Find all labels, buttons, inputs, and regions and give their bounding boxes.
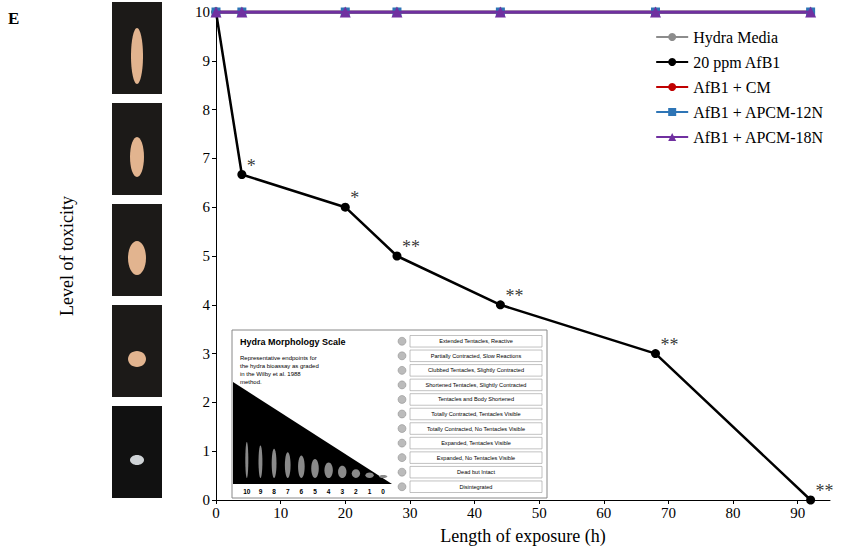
svg-text:4: 4 [203,297,211,313]
svg-text:Hydra Media: Hydra Media [693,29,778,47]
svg-text:AfB1 + CM: AfB1 + CM [693,79,770,96]
svg-text:7: 7 [286,488,290,495]
svg-text:Hydra Morphology Scale: Hydra Morphology Scale [240,337,346,347]
svg-text:9: 9 [259,488,263,495]
svg-text:**: ** [816,481,834,501]
svg-text:10: 10 [243,488,251,495]
svg-text:6: 6 [300,488,304,495]
svg-text:2: 2 [203,394,211,410]
svg-text:in the Wilby et al. 1988: in the Wilby et al. 1988 [240,371,301,377]
svg-text:Representative endpoints for: Representative endpoints for [240,355,317,361]
svg-text:AfB1 + APCM-12N: AfB1 + APCM-12N [693,104,823,121]
svg-text:Dead but Intact: Dead but Intact [457,469,495,475]
svg-text:9: 9 [203,53,211,69]
svg-text:Disintegrated: Disintegrated [460,484,493,490]
svg-text:the hydra bioassay as graded: the hydra bioassay as graded [240,363,319,369]
svg-text:8: 8 [272,488,276,495]
svg-text:**: ** [402,237,420,257]
svg-text:Partially Contracted, Slow Rea: Partially Contracted, Slow Reactions [431,353,522,359]
svg-text:Shortened Tentacles, Slightly: Shortened Tentacles, Slightly Contracted [426,382,527,388]
svg-text:0: 0 [381,488,385,495]
svg-text:40: 40 [467,505,482,521]
svg-text:7: 7 [203,150,211,166]
svg-text:Expanded, Tentacles Visible: Expanded, Tentacles Visible [441,440,511,446]
svg-text:30: 30 [402,505,417,521]
svg-text:Length of exposure (h): Length of exposure (h) [440,526,605,547]
svg-text:1: 1 [368,488,372,495]
svg-text:3: 3 [340,488,344,495]
svg-text:Level of toxicity: Level of toxicity [57,196,77,316]
svg-text:80: 80 [726,505,741,521]
svg-text:Expanded, No Tentacles Visible: Expanded, No Tentacles Visible [437,455,515,461]
svg-text:method.: method. [240,379,262,385]
svg-text:5: 5 [203,248,211,264]
svg-text:*: * [247,156,256,176]
svg-text:Totally Contracted, No Tentacl: Totally Contracted, No Tentacles Visible [427,426,525,432]
svg-text:0: 0 [203,492,211,508]
svg-text:5: 5 [313,488,317,495]
svg-text:**: ** [505,286,523,306]
svg-text:10: 10 [195,4,210,20]
svg-text:E: E [8,9,19,28]
svg-text:10: 10 [273,505,288,521]
svg-text:6: 6 [203,199,211,215]
svg-text:Totally Contracted, Tentacles: Totally Contracted, Tentacles Visible [431,411,520,417]
svg-text:Clubbed Tentacles, Slightly Co: Clubbed Tentacles, Slightly Contracted [428,367,524,373]
svg-text:60: 60 [596,505,611,521]
svg-text:90: 90 [790,505,805,521]
svg-text:1: 1 [203,443,211,459]
svg-text:*: * [350,188,359,208]
svg-text:3: 3 [203,346,211,362]
svg-text:Tentacles and Body Shortened: Tentacles and Body Shortened [438,396,514,402]
svg-text:70: 70 [661,505,676,521]
svg-text:**: ** [660,335,678,355]
svg-text:20: 20 [338,505,353,521]
svg-text:2: 2 [354,488,358,495]
svg-text:20 ppm AfB1: 20 ppm AfB1 [693,54,780,72]
svg-text:0: 0 [212,505,220,521]
svg-text:8: 8 [203,102,211,118]
svg-text:AfB1 + APCM-18N: AfB1 + APCM-18N [693,129,823,146]
svg-text:Extended Tentacles, Reactive: Extended Tentacles, Reactive [439,338,513,344]
svg-text:50: 50 [532,505,547,521]
svg-text:4: 4 [327,488,331,495]
